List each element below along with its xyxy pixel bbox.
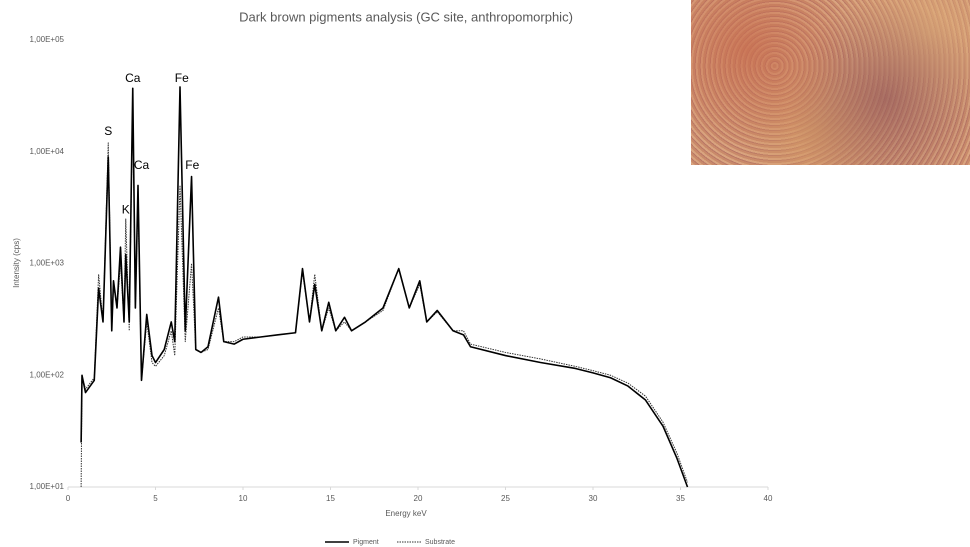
peak-label: Ca [134,158,150,172]
legend-label: Substrate [425,539,455,546]
peak-label: Fe [175,71,189,85]
series-line [80,86,689,488]
y-axis-label: Intensity (cps) [12,238,21,288]
x-tick-label: 15 [326,494,335,503]
x-tick-label: 35 [676,494,685,503]
y-tick-label: 1,00E+02 [30,370,65,379]
x-tick-label: 0 [66,494,71,503]
y-tick-label: 1,00E+03 [30,259,65,268]
peak-label: Ca [125,71,141,85]
x-tick-label: 25 [501,494,510,503]
x-tick-label: 10 [239,494,248,503]
pigment-photo [691,0,970,165]
x-axis-label: Energy keV [385,509,427,518]
x-tick-label: 30 [589,494,598,503]
x-tick-label: 20 [414,494,423,503]
y-tick-label: 1,00E+01 [30,482,65,491]
peak-label: Fe [185,158,199,172]
peak-label: S [104,124,112,138]
peak-label: K [122,202,130,216]
y-tick-label: 1,00E+05 [30,35,65,44]
x-tick-label: 40 [764,494,773,503]
chart-title: Dark brown pigments analysis (GC site, a… [239,9,573,24]
legend-label: Pigment [353,539,379,546]
series-line [80,97,688,488]
y-tick-label: 1,00E+04 [30,147,65,156]
x-tick-label: 5 [153,494,158,503]
